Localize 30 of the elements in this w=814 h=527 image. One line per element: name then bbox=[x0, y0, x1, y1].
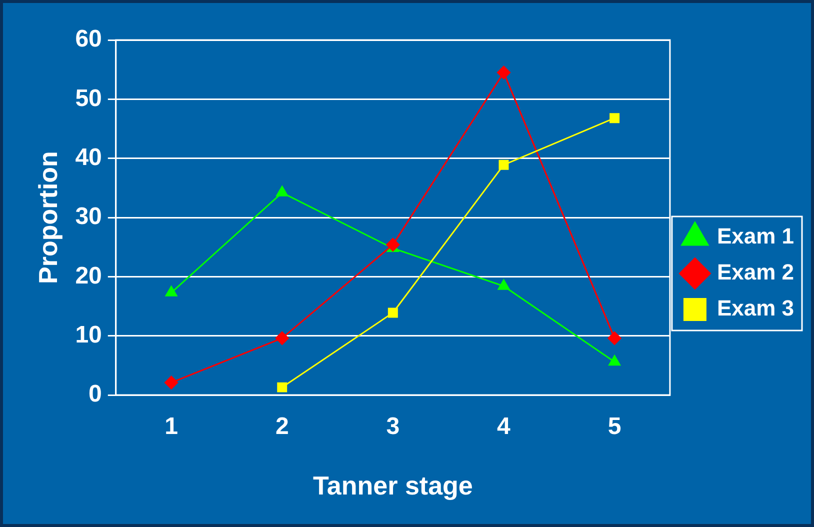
y-tick-label: 40 bbox=[75, 144, 102, 171]
point bbox=[496, 66, 510, 80]
y-tick-label: 20 bbox=[75, 262, 102, 290]
point bbox=[498, 279, 510, 290]
legend-label: Exam 2 bbox=[716, 260, 794, 285]
y-tick-label: 0 bbox=[88, 380, 102, 408]
y-tick-label: 10 bbox=[75, 321, 102, 348]
x-tick-label: 4 bbox=[497, 413, 512, 440]
y-tick-label: 30 bbox=[75, 203, 102, 230]
legend-label: Exam 1 bbox=[716, 224, 794, 249]
x-tick-label: 5 bbox=[608, 413, 622, 440]
x-tick-label: 3 bbox=[386, 413, 400, 440]
point bbox=[608, 355, 620, 366]
x-tick-label: 1 bbox=[164, 413, 178, 440]
point bbox=[277, 382, 288, 392]
point bbox=[386, 238, 400, 252]
point bbox=[498, 160, 509, 170]
point bbox=[276, 186, 288, 196]
point bbox=[164, 376, 178, 390]
point bbox=[610, 113, 620, 124]
point bbox=[608, 331, 622, 345]
point bbox=[388, 308, 398, 318]
point bbox=[165, 286, 178, 296]
x-tick-label: 2 bbox=[275, 413, 289, 440]
legend-label: Exam 3 bbox=[716, 296, 794, 321]
x-axis-title: Tanner stage bbox=[312, 470, 473, 501]
point bbox=[275, 331, 289, 345]
y-tick-label: 60 bbox=[75, 26, 102, 53]
y-tick-label: 50 bbox=[75, 84, 102, 112]
y-axis-title: Proportion bbox=[32, 151, 63, 284]
